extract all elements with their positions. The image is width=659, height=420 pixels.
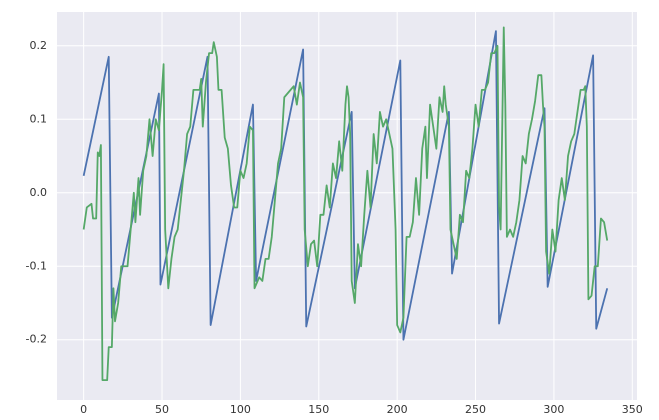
- x-tick-label: 300: [543, 403, 564, 416]
- x-tick-label: 0: [80, 403, 87, 416]
- plot-area: [57, 12, 637, 400]
- x-tick-label: 250: [465, 403, 486, 416]
- y-tick-label: 0.1: [30, 112, 48, 125]
- y-tick-label: -0.2: [26, 333, 47, 346]
- x-tick-label: 50: [155, 403, 169, 416]
- y-tick-label: -0.1: [26, 259, 47, 272]
- line-series: [82, 26, 609, 382]
- y-tick-label: 0.0: [30, 186, 48, 199]
- y-tick-label: 0.2: [30, 39, 48, 52]
- x-tick-label: 100: [230, 403, 251, 416]
- x-tick-label: 200: [387, 403, 408, 416]
- x-tick-label: 350: [622, 403, 643, 416]
- x-tick-label: 150: [308, 403, 329, 416]
